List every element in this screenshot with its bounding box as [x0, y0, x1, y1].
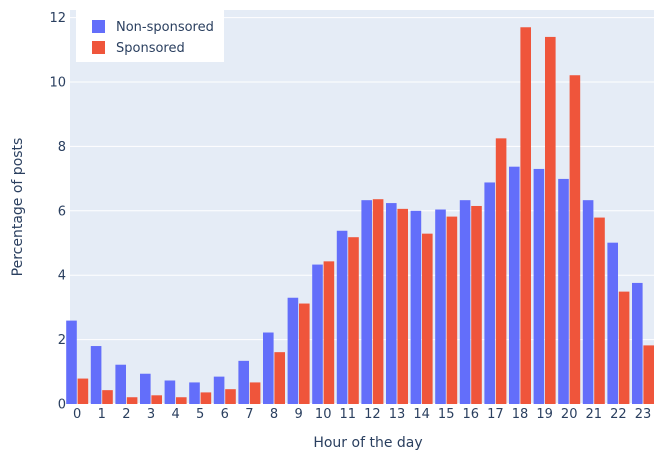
- bar-sponsored-21[interactable]: [594, 217, 605, 404]
- x-tick-label: 1: [98, 407, 106, 422]
- x-axis-ticks: 0 1 2 3 4 5 6 7 8 9 10 11 12 13 14 15 16 17 18 19 20 21 22 23: [73, 407, 651, 422]
- x-tick-label: 6: [221, 407, 229, 422]
- bar-non-sponsored-22[interactable]: [607, 242, 618, 404]
- y-tick-label: 12: [49, 11, 66, 26]
- y-tick-label: 8: [58, 140, 66, 155]
- bar-non-sponsored-8[interactable]: [263, 332, 274, 404]
- x-tick-label: 16: [463, 407, 480, 422]
- bar-non-sponsored-10[interactable]: [312, 264, 323, 404]
- bar-non-sponsored-12[interactable]: [361, 200, 372, 404]
- x-tick-label: 12: [364, 407, 381, 422]
- x-tick-label: 7: [245, 407, 253, 422]
- bar-sponsored-4[interactable]: [176, 397, 187, 404]
- bar-sponsored-2[interactable]: [126, 397, 138, 404]
- x-tick-label: 18: [512, 407, 529, 422]
- x-tick-label: 15: [438, 407, 455, 422]
- bar-non-sponsored-5[interactable]: [189, 382, 200, 404]
- x-tick-label: 9: [294, 407, 302, 422]
- bar-sponsored-8[interactable]: [274, 352, 285, 404]
- y-tick-label: 0: [58, 398, 66, 413]
- x-axis-title: Hour of the day: [313, 435, 422, 451]
- x-tick-label: 11: [340, 407, 357, 422]
- x-tick-label: 23: [635, 407, 652, 422]
- bar-non-sponsored-4[interactable]: [164, 380, 176, 404]
- y-axis-title: Percentage of posts: [10, 138, 26, 277]
- bar-non-sponsored-1[interactable]: [90, 346, 102, 404]
- bar-non-sponsored-2[interactable]: [115, 364, 126, 404]
- bar-sponsored-9[interactable]: [299, 303, 310, 404]
- bar-sponsored-14[interactable]: [422, 233, 433, 404]
- y-axis-ticks: 0 2 4 6 8 10 12: [49, 11, 66, 412]
- legend-label-sponsored: Sponsored: [116, 41, 185, 56]
- bar-non-sponsored-11[interactable]: [336, 230, 348, 404]
- legend-swatch-non-sponsored: [92, 20, 105, 33]
- bar-sponsored-13[interactable]: [397, 208, 408, 404]
- bar-sponsored-20[interactable]: [569, 75, 581, 404]
- bar-sponsored-10[interactable]: [323, 261, 335, 404]
- x-tick-label: 20: [561, 407, 578, 422]
- legend[interactable]: Non-sponsored Sponsored: [76, 10, 224, 62]
- bar-sponsored-12[interactable]: [372, 199, 384, 404]
- bar-sponsored-15[interactable]: [446, 216, 458, 404]
- x-tick-label: 8: [270, 407, 278, 422]
- x-tick-label: 0: [73, 407, 81, 422]
- x-tick-label: 3: [147, 407, 155, 422]
- bar-sponsored-16[interactable]: [471, 205, 482, 404]
- bar-non-sponsored-15[interactable]: [435, 209, 446, 404]
- bar-sponsored-22[interactable]: [618, 291, 630, 404]
- bar-non-sponsored-18[interactable]: [509, 166, 520, 404]
- bar-non-sponsored-0[interactable]: [66, 320, 77, 404]
- bar-sponsored-3[interactable]: [151, 395, 162, 404]
- x-tick-label: 19: [536, 407, 553, 422]
- bar-sponsored-23[interactable]: [643, 345, 654, 404]
- legend-swatch-sponsored: [92, 41, 105, 54]
- x-tick-label: 21: [586, 407, 603, 422]
- bar-sponsored-6[interactable]: [225, 389, 236, 404]
- bar-non-sponsored-20[interactable]: [558, 178, 569, 404]
- y-tick-label: 4: [58, 269, 66, 284]
- bar-non-sponsored-3[interactable]: [140, 373, 151, 404]
- bar-non-sponsored-23[interactable]: [632, 282, 643, 404]
- bars: [66, 27, 654, 405]
- y-tick-label: 10: [49, 76, 66, 91]
- legend-label-non-sponsored: Non-sponsored: [116, 20, 214, 35]
- bar-non-sponsored-16[interactable]: [459, 200, 471, 404]
- y-tick-label: 2: [58, 333, 66, 348]
- x-tick-label: 2: [122, 407, 130, 422]
- bar-sponsored-7[interactable]: [249, 382, 261, 404]
- bar-sponsored-5[interactable]: [200, 392, 212, 404]
- bar-sponsored-11[interactable]: [348, 237, 359, 404]
- x-tick-label: 5: [196, 407, 204, 422]
- x-tick-label: 13: [389, 407, 406, 422]
- bar-sponsored-17[interactable]: [495, 138, 507, 404]
- x-tick-label: 17: [487, 407, 504, 422]
- x-tick-label: 14: [413, 407, 430, 422]
- bar-non-sponsored-17[interactable]: [484, 182, 495, 404]
- x-tick-label: 22: [610, 407, 627, 422]
- x-tick-label: 4: [171, 407, 179, 422]
- bar-sponsored-0[interactable]: [77, 378, 89, 404]
- bar-non-sponsored-7[interactable]: [238, 360, 249, 404]
- bar-sponsored-19[interactable]: [545, 36, 556, 405]
- bar-non-sponsored-14[interactable]: [410, 210, 422, 404]
- bar-non-sponsored-9[interactable]: [287, 297, 299, 404]
- bar-sponsored-18[interactable]: [520, 27, 531, 404]
- x-tick-label: 10: [315, 407, 332, 422]
- bar-non-sponsored-6[interactable]: [213, 376, 225, 404]
- bar-non-sponsored-19[interactable]: [533, 168, 545, 404]
- y-tick-label: 6: [58, 204, 66, 219]
- bar-non-sponsored-21[interactable]: [582, 200, 594, 404]
- bar-sponsored-1[interactable]: [102, 390, 113, 404]
- bar-non-sponsored-13[interactable]: [386, 203, 397, 404]
